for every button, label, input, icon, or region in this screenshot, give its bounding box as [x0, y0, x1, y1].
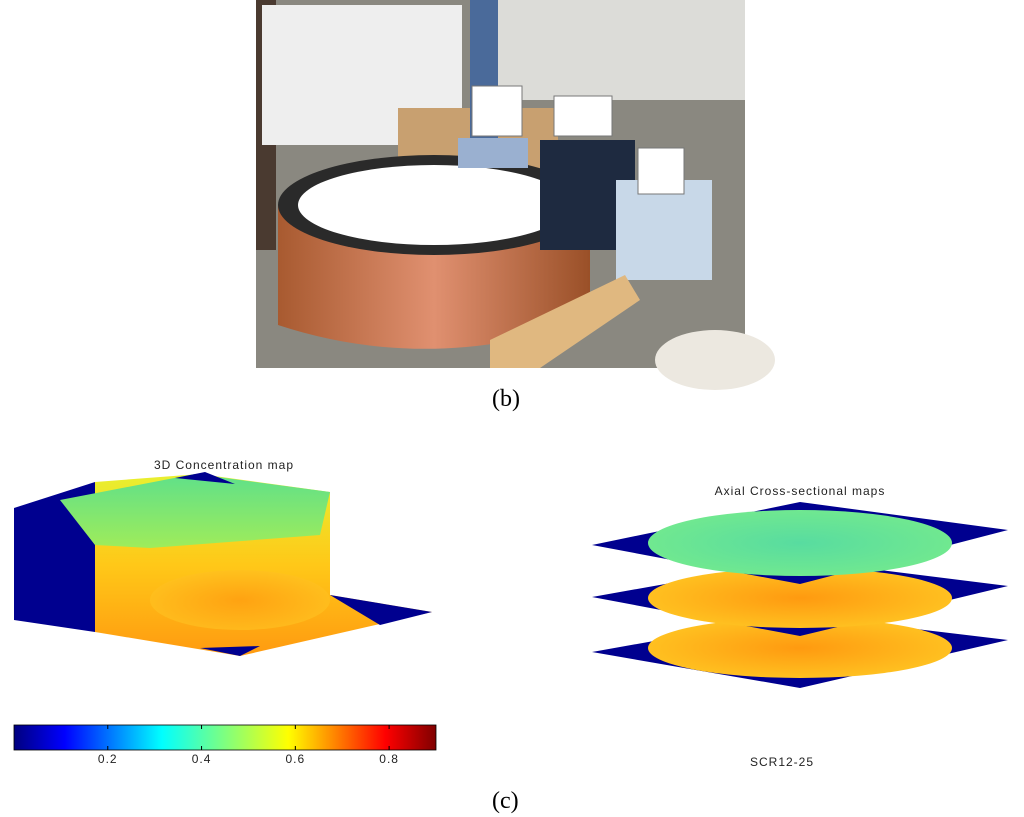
photo-caption: (b): [492, 386, 520, 412]
colorbar-tick-label: 0.8: [379, 752, 399, 766]
colorbar: [13, 724, 437, 751]
right-title: Axial Cross-sectional maps: [715, 484, 886, 498]
sample-label: SCR12-25: [750, 755, 814, 769]
left-title: 3D Concentration map: [154, 458, 294, 472]
colorbar-tick-label: 0.2: [98, 752, 118, 766]
photo: [256, 0, 775, 390]
maps-caption: (c): [492, 788, 519, 814]
colorbar-tick-label: 0.4: [192, 752, 212, 766]
colorbar-ticks: 0.2 0.4 0.6 0.8: [98, 725, 399, 766]
3d-map: [14, 472, 432, 656]
axial-maps: [592, 502, 1008, 688]
colorbar-tick-label: 0.6: [285, 752, 305, 766]
